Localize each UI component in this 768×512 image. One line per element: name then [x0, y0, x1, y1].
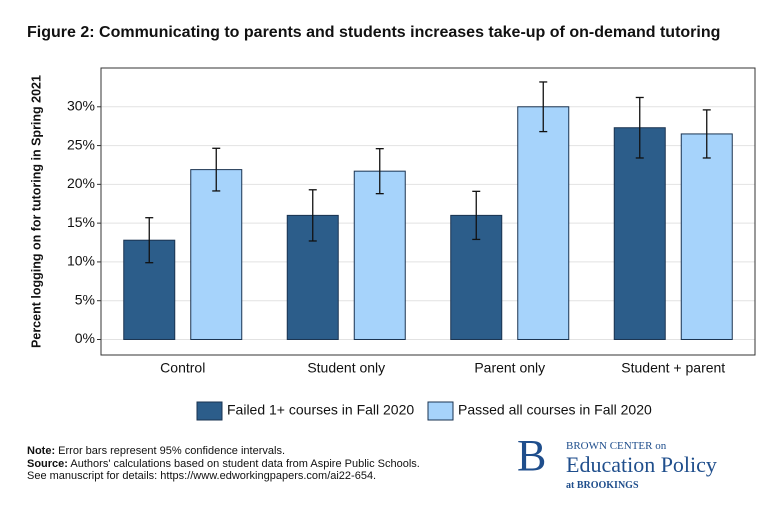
- plot-frame: [100, 67, 756, 356]
- note: Note: Error bars represent 95% confidenc…: [27, 445, 420, 458]
- logo-letter: B: [517, 431, 547, 480]
- note-text: See manuscript for details: https://www.…: [27, 470, 377, 482]
- chart-title: Figure 2: Communicating to parents and s…: [27, 24, 721, 41]
- x-tick-label: Control: [160, 360, 205, 376]
- legend-label: Failed 1+ courses in Fall 2020: [227, 402, 414, 418]
- error-bar: [308, 189, 317, 242]
- y-axis-label: Percent logging on for tutoring in Sprin…: [29, 75, 43, 348]
- note-label: Source:: [27, 457, 68, 470]
- note-text: Authors' calculations based on student d…: [67, 457, 420, 470]
- error-bar: [145, 217, 154, 264]
- y-tick-label: 25%: [67, 136, 95, 152]
- bar: [353, 170, 406, 340]
- note: Source: Authors' calculations based on s…: [27, 458, 420, 471]
- legend-label: Passed all courses in Fall 2020: [458, 402, 652, 418]
- legend-swatch: [196, 401, 223, 421]
- logo-line1: BROWN CENTER on: [566, 440, 667, 452]
- bar: [680, 133, 733, 340]
- x-tick-label: Student only: [307, 360, 385, 376]
- x-tick-label: Student + parent: [621, 360, 725, 376]
- y-tick-label: 15%: [67, 214, 95, 230]
- notes: Note: Error bars represent 95% confidenc…: [27, 445, 420, 483]
- note-label: Note:: [27, 445, 56, 457]
- note: See manuscript for details: https://www.…: [27, 470, 420, 483]
- bar: [613, 127, 666, 340]
- y-tick-label: 30%: [67, 97, 95, 113]
- error-bar: [472, 190, 481, 241]
- y-tick-label: 10%: [67, 253, 95, 269]
- error-bar: [375, 148, 384, 195]
- error-bar: [539, 81, 548, 133]
- x-tick-label: Parent only: [474, 360, 545, 376]
- error-bar: [212, 147, 221, 192]
- legend-swatch: [427, 401, 454, 421]
- y-tick-label: 20%: [67, 175, 95, 191]
- error-bar: [702, 109, 711, 159]
- note-text: Error bars represent 95% confidence inte…: [55, 445, 285, 457]
- y-tick-label: 5%: [75, 291, 95, 307]
- y-tick-label: 0%: [75, 330, 95, 346]
- logo-line2: Education Policy: [566, 452, 717, 477]
- logo-line3: at BROOKINGS: [566, 480, 639, 491]
- error-bar: [635, 96, 644, 159]
- bar: [190, 169, 243, 340]
- bar: [517, 106, 570, 340]
